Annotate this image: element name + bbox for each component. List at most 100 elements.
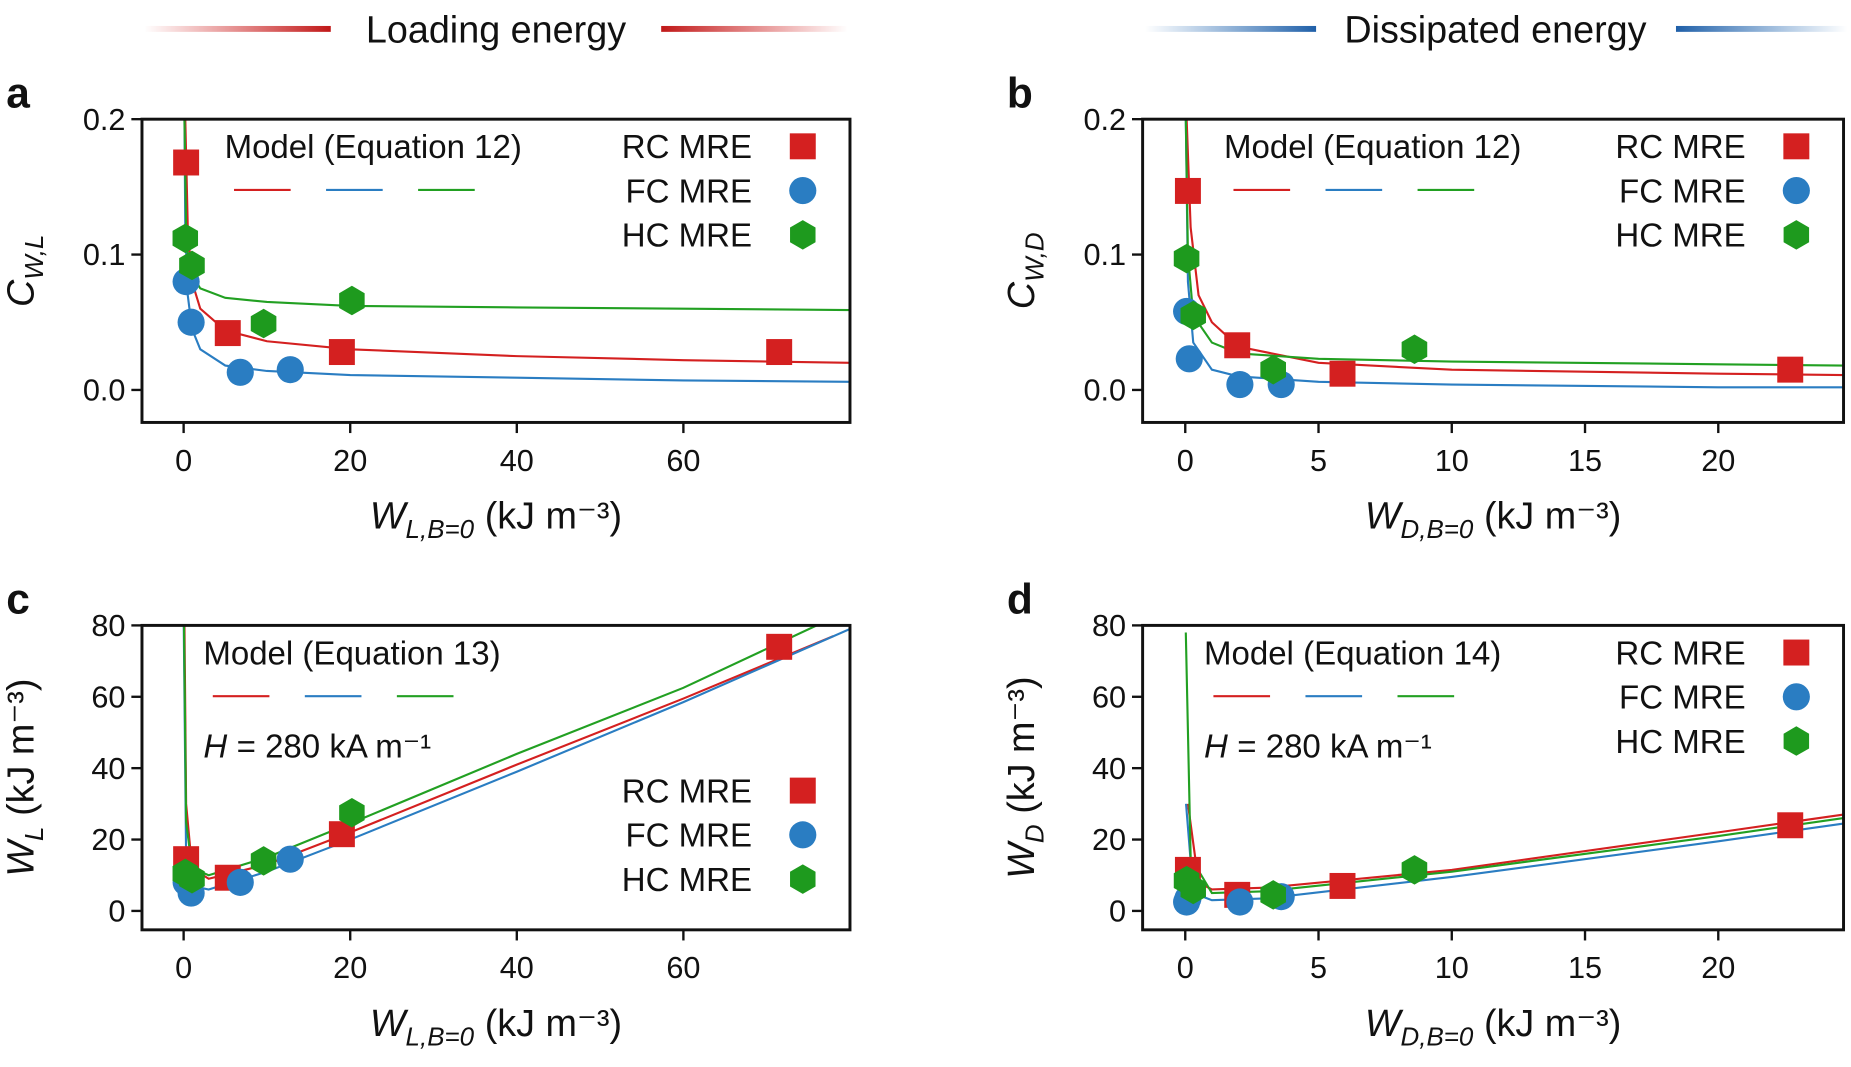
- model-label: Model (Equation 12): [1224, 128, 1521, 165]
- data-point: [1224, 332, 1251, 359]
- y-tick-label: 0.0: [1083, 374, 1126, 408]
- annotation-symbol: H: [203, 728, 227, 765]
- data-point: [172, 223, 199, 254]
- data-point: [214, 320, 241, 347]
- legend-marker: [790, 220, 816, 250]
- panel-label: b: [1007, 70, 1033, 117]
- x-tick-label: 5: [1310, 444, 1327, 478]
- label-unit: (kJ m⁻³): [0, 679, 41, 816]
- model-label: Model (Equation 12): [225, 128, 522, 165]
- x-tick-label: 0: [1177, 444, 1194, 478]
- label-subscript: W,D: [1020, 232, 1050, 282]
- label-subscript: L: [19, 827, 49, 841]
- legend-label: RC MRE: [622, 128, 752, 165]
- legend-marker: [1783, 133, 1810, 160]
- data-point: [226, 868, 254, 896]
- data-point: [1173, 243, 1200, 274]
- legend-label: RC MRE: [1615, 634, 1745, 671]
- y-tick-label: 80: [1092, 609, 1126, 643]
- x-tick-label: 15: [1568, 951, 1602, 985]
- legend-marker: [789, 133, 816, 160]
- legend-label: FC MRE: [625, 172, 752, 209]
- y-tick-label: 0.2: [1083, 103, 1126, 137]
- model-label: Model (Equation 14): [1204, 634, 1501, 671]
- plot-frame: [1141, 117, 1846, 424]
- panel-label: c: [6, 577, 30, 624]
- data-point: [1401, 855, 1428, 885]
- label-symbol: W: [370, 1002, 409, 1044]
- legend-label: HC MRE: [1615, 723, 1745, 760]
- annotation-symbol: H: [1204, 728, 1228, 765]
- x-tick-label: 20: [333, 444, 367, 478]
- data-point: [179, 863, 205, 894]
- label-subscript: D: [1020, 824, 1050, 843]
- column-title: Loading energy: [366, 8, 626, 50]
- y-tick-label: 40: [91, 752, 125, 786]
- y-axis-label: WL (kJ m⁻³): [0, 679, 49, 877]
- y-tick-label: 40: [1092, 752, 1126, 786]
- data-point: [1260, 354, 1286, 385]
- y-tick-label: 80: [91, 609, 125, 643]
- x-tick-label: 20: [1701, 444, 1735, 478]
- y-tick-label: 0.1: [83, 238, 126, 272]
- x-axis-label: WD,B=0 (kJ m⁻³): [1365, 1002, 1621, 1051]
- header-rule: [661, 25, 848, 32]
- legend-marker: [1782, 683, 1810, 711]
- data-point: [1777, 812, 1804, 839]
- data-point: [226, 358, 254, 386]
- model-label: Model (Equation 13): [203, 634, 500, 671]
- plot-frame: [140, 117, 852, 424]
- y-tick-label: 0.0: [83, 374, 126, 408]
- panel-label: a: [6, 70, 30, 117]
- annotation: H = 280 kA m⁻¹: [1204, 728, 1432, 765]
- label-symbol: C: [0, 279, 41, 307]
- x-tick-label: 0: [175, 444, 192, 478]
- x-tick-label: 10: [1435, 951, 1469, 985]
- x-tick-label: 5: [1310, 951, 1327, 985]
- legend-label: FC MRE: [1619, 172, 1746, 209]
- y-axis-label: CW,L: [0, 235, 49, 307]
- data-point: [1260, 880, 1286, 910]
- label-symbol: C: [1000, 281, 1042, 309]
- x-tick-label: 0: [1177, 951, 1194, 985]
- annotation-text: = 280 kA m⁻¹: [1237, 728, 1432, 765]
- label-symbol: W: [1000, 840, 1042, 879]
- y-tick-label: 0: [1109, 895, 1126, 929]
- data-point: [766, 339, 793, 366]
- data-point: [328, 339, 355, 366]
- legend-label: FC MRE: [1619, 679, 1746, 716]
- y-tick-label: 20: [1092, 823, 1126, 857]
- y-tick-label: 0: [108, 895, 125, 929]
- legend-marker: [1783, 726, 1810, 756]
- label-unit: (kJ m⁻³): [1000, 676, 1042, 813]
- panel-label: d: [1007, 577, 1033, 624]
- x-axis-label: WD,B=0 (kJ m⁻³): [1365, 495, 1621, 544]
- x-tick-label: 40: [500, 951, 534, 985]
- legend-label: FC MRE: [625, 817, 752, 854]
- header-rule: [144, 25, 331, 32]
- label-subscript: D,B=0: [1400, 514, 1473, 544]
- x-tick-label: 20: [333, 951, 367, 985]
- legend-marker: [789, 821, 817, 849]
- legend-marker: [1783, 639, 1810, 666]
- label-symbol: W: [1365, 1002, 1404, 1044]
- data-point: [276, 356, 304, 384]
- legend-marker: [789, 177, 817, 205]
- y-axis-label: CW,D: [1000, 232, 1049, 309]
- x-tick-label: 15: [1568, 444, 1602, 478]
- x-axis-label: WL,B=0 (kJ m⁻³): [370, 495, 622, 544]
- y-tick-label: 0.1: [1083, 238, 1126, 272]
- data-point: [339, 798, 365, 828]
- x-tick-label: 40: [500, 444, 534, 478]
- data-point: [766, 633, 793, 660]
- legend-marker: [1782, 177, 1810, 205]
- x-tick-label: 60: [666, 951, 700, 985]
- label-unit: (kJ m⁻³): [1484, 1002, 1621, 1044]
- data-point: [1226, 888, 1254, 916]
- data-point: [276, 845, 304, 873]
- x-tick-label: 20: [1701, 951, 1735, 985]
- y-axis-label: WD (kJ m⁻³): [1000, 676, 1049, 878]
- data-point: [1180, 300, 1206, 331]
